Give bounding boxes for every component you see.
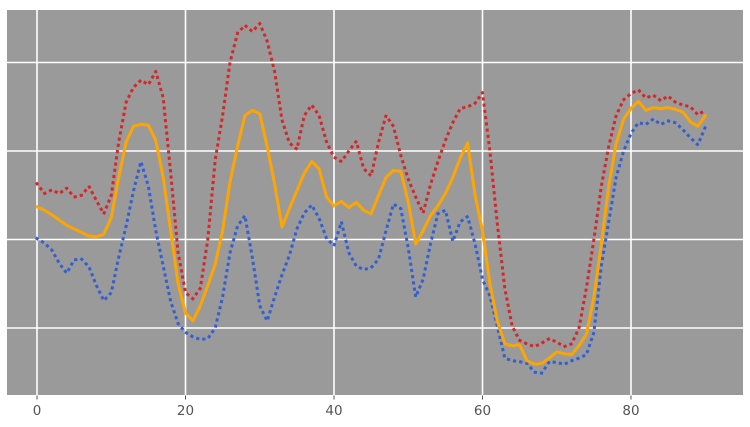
series-lines — [34, 22, 708, 375]
x-tick-label: 60 — [474, 403, 491, 419]
x-tick-label: 40 — [325, 403, 342, 419]
x-axis: 0 20 40 60 80 — [33, 395, 640, 419]
center-line-line — [35, 99, 707, 366]
lower-band-line — [34, 117, 708, 375]
x-tick-label: 20 — [177, 403, 194, 419]
x-tick-label: 0 — [33, 403, 42, 419]
gridlines — [7, 10, 743, 395]
x-tick-label: 80 — [622, 403, 639, 419]
upper-band-line — [34, 22, 708, 349]
